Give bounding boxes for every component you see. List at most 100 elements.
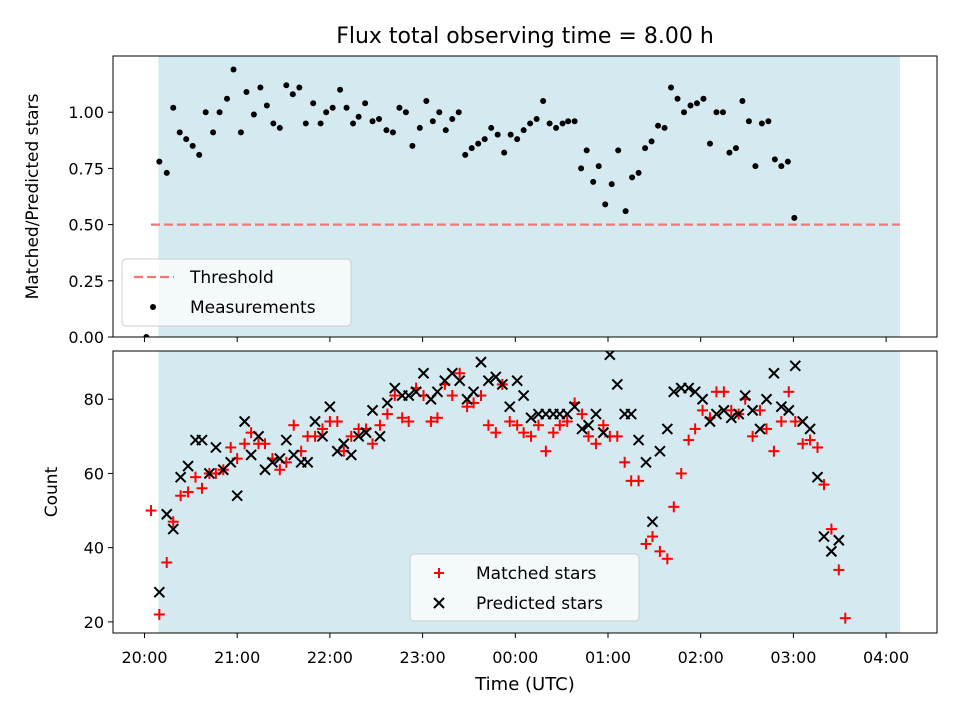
marker-stroke xyxy=(818,530,830,543)
x-tick-label: 01:00 xyxy=(585,648,631,667)
y-tick-label: 0.25 xyxy=(68,272,104,291)
matched-point xyxy=(633,475,645,487)
axes-frame xyxy=(112,350,938,634)
matched-point xyxy=(668,501,680,513)
predicted-point xyxy=(167,523,179,535)
measurement-point xyxy=(629,174,636,181)
predicted-point xyxy=(568,400,581,413)
predicted-point xyxy=(453,374,466,387)
x-tick-label: 22:00 xyxy=(307,648,353,667)
measurement-point xyxy=(416,124,423,131)
measurement-point xyxy=(546,120,553,127)
matched-point xyxy=(697,404,709,416)
measurement-point xyxy=(383,127,390,134)
marker-stroke xyxy=(266,456,279,469)
measurement-point xyxy=(302,120,309,127)
measurement-point xyxy=(210,129,217,136)
measurement-point xyxy=(468,145,475,152)
measurement-point xyxy=(481,136,488,143)
predicted-point xyxy=(768,367,780,379)
predicted-point xyxy=(789,360,801,372)
marker-stroke xyxy=(654,445,666,457)
measurement-point xyxy=(778,163,785,170)
predicted-point xyxy=(431,386,444,398)
predicted-point xyxy=(661,423,674,435)
measurement-point xyxy=(343,104,350,111)
predicted-point xyxy=(818,530,830,543)
predicted-point xyxy=(203,467,216,480)
measurement-point xyxy=(176,129,183,136)
predicted-point xyxy=(804,423,816,435)
marker-stroke xyxy=(417,367,430,379)
matched-point xyxy=(454,367,466,379)
predicted-point xyxy=(760,393,773,405)
predicted-point xyxy=(324,400,336,413)
marker-stroke xyxy=(804,423,816,435)
marker-stroke xyxy=(203,467,216,480)
measurement-point xyxy=(230,66,237,73)
marker-stroke xyxy=(389,382,401,394)
matched-point xyxy=(768,445,780,457)
marker-stroke xyxy=(775,400,788,413)
measurement-point xyxy=(687,102,694,109)
measurement-point xyxy=(323,109,330,116)
predicted-point xyxy=(511,374,523,387)
matched-point xyxy=(789,416,801,427)
measurement-point xyxy=(376,115,383,122)
predicted-point xyxy=(682,382,695,394)
marker-stroke xyxy=(496,378,509,391)
matched-point xyxy=(783,386,795,398)
plot-area xyxy=(145,351,851,624)
marker-stroke xyxy=(324,400,336,413)
matched-point xyxy=(274,464,286,476)
matched-point xyxy=(775,416,787,427)
series-measurements xyxy=(143,66,798,337)
measurement-point xyxy=(595,163,602,170)
matched-point xyxy=(189,471,201,483)
x-axis-label: Time (UTC) xyxy=(474,674,575,695)
x-tick-label: 21:00 xyxy=(214,648,260,667)
matched-point xyxy=(640,538,652,550)
matched-point xyxy=(661,553,673,565)
predicted-point xyxy=(309,415,321,428)
measurement-point xyxy=(661,124,668,131)
marker-stroke xyxy=(490,371,502,383)
measurement-point xyxy=(752,163,759,170)
measurement-point xyxy=(590,178,597,185)
x-tick-label: 23:00 xyxy=(400,648,446,667)
measurement-point xyxy=(765,118,772,125)
measurement-point xyxy=(668,84,675,91)
legend-box xyxy=(121,258,352,327)
matched-point xyxy=(818,479,830,491)
marker-stroke xyxy=(301,456,314,469)
marker-stroke xyxy=(153,586,166,598)
legend-predicted-label: Predicted stars xyxy=(476,594,603,614)
matched-point xyxy=(482,419,494,431)
matched-point xyxy=(259,438,271,450)
measurement-point xyxy=(674,95,681,102)
marker-stroke xyxy=(245,449,257,461)
matched-point xyxy=(145,505,157,517)
predicted-point xyxy=(360,426,372,439)
measurement-point xyxy=(719,109,726,116)
predicted-point xyxy=(754,423,766,435)
measurement-point xyxy=(243,88,250,95)
measurement-point xyxy=(622,208,629,215)
y-tick-label: 1.00 xyxy=(68,103,104,122)
predicted-point xyxy=(417,367,430,379)
marker-stroke xyxy=(252,430,265,443)
marker-stroke xyxy=(611,378,623,391)
marker-stroke xyxy=(196,434,208,446)
marker-stroke xyxy=(525,412,537,424)
predicted-point xyxy=(576,423,588,435)
measurement-point xyxy=(423,97,430,104)
predicted-point xyxy=(746,404,759,417)
predicted-point xyxy=(783,404,795,417)
matched-point xyxy=(425,416,437,427)
matched-point xyxy=(747,430,759,442)
marker-stroke xyxy=(590,408,602,420)
measurement-point xyxy=(442,127,449,134)
marker-stroke xyxy=(739,389,751,402)
predicted-point xyxy=(352,430,365,443)
predicted-point xyxy=(182,460,194,472)
